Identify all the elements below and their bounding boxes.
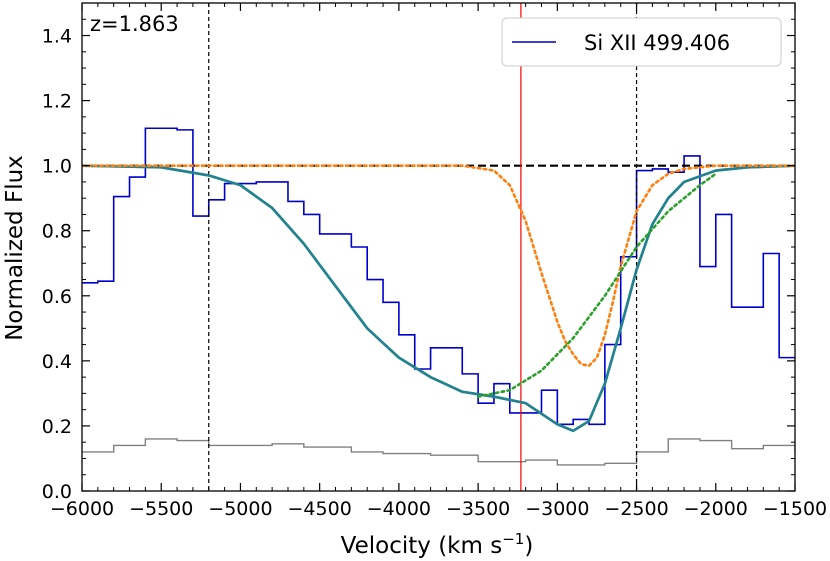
legend-label: Si XII 499.406 — [584, 31, 730, 55]
component-2-line — [476, 172, 718, 398]
x-tick-label: −1500 — [763, 498, 827, 520]
x-tick-label: −2500 — [604, 498, 668, 520]
y-tick-label: 0.4 — [42, 351, 72, 373]
model-fit-line — [82, 164, 795, 433]
x-tick-label: −3000 — [525, 498, 589, 520]
error-spectrum-line — [82, 438, 795, 466]
y-tick-label: 0.0 — [42, 481, 72, 503]
model-fit-line-base — [82, 164, 795, 433]
legend-box — [501, 17, 782, 67]
y-tick-label: 0.6 — [42, 286, 72, 308]
legend: Si XII 499.406 — [501, 17, 782, 67]
x-tick-label: −6000 — [50, 498, 114, 520]
y-tick-label: 0.8 — [42, 221, 72, 243]
y-tick-label: 1.4 — [42, 26, 72, 48]
y-tick-label: 1.0 — [42, 156, 72, 178]
x-tick-label: −2000 — [684, 498, 748, 520]
plot-frame — [81, 2, 796, 492]
x-tick-label: −4500 — [288, 498, 352, 520]
x-axis-label: Velocity (km s−1) — [341, 530, 534, 559]
redshift-annotation: z=1.863 — [90, 12, 179, 36]
x-axis-label-exponent: −1 — [502, 530, 524, 548]
component-1-line — [82, 164, 795, 368]
x-tick-label: −5000 — [208, 498, 272, 520]
y-axis-label: Normalized Flux — [2, 155, 28, 341]
y-tick-label: 1.2 — [42, 91, 72, 113]
x-tick-label: −3500 — [446, 498, 510, 520]
x-tick-label: −5500 — [129, 498, 193, 520]
x-tick-label: −4000 — [367, 498, 431, 520]
y-tick-label: 0.2 — [42, 416, 72, 438]
